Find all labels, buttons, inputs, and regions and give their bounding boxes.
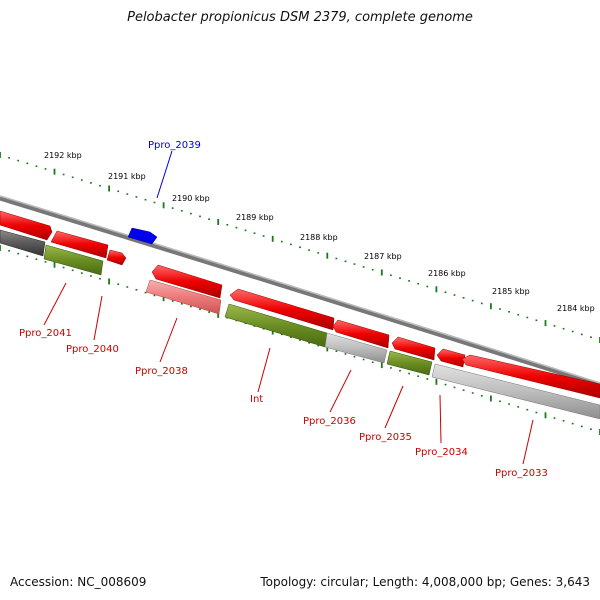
gene-label-ppro-2039[interactable]: Ppro_2039 (148, 140, 201, 151)
gene-feature-red[interactable] (229, 288, 335, 331)
gene-label-ppro-2041[interactable]: Ppro_2041 (19, 328, 72, 339)
scale-label-2189: 2189 kbp (236, 213, 274, 222)
scale-label-2185: 2185 kbp (492, 287, 530, 296)
gene-feature-dark[interactable] (0, 229, 46, 257)
scale-label-2184: 2184 kbp (557, 304, 595, 313)
gene-callouts (43, 150, 534, 465)
gene-feature-red[interactable] (106, 249, 127, 266)
scale-label-2190: 2190 kbp (172, 194, 210, 203)
callout-line-ppro-2039 (156, 150, 173, 199)
scale-label-2186: 2186 kbp (428, 269, 466, 278)
gene-label-int[interactable]: Int (250, 394, 263, 405)
scale-label-2188: 2188 kbp (300, 233, 338, 242)
scale-labels: 2192 kbp 2191 kbp 2190 kbp 2189 kbp 2188… (44, 151, 595, 313)
callout-line-ppro-2036 (329, 369, 352, 413)
gene-feature-red[interactable] (436, 348, 466, 368)
upper-scale-ticks (0, 152, 600, 343)
callout-line-ppro-2035 (384, 385, 404, 429)
gene-feature-ppro-2033[interactable] (431, 363, 600, 420)
forward-strand-track (0, 210, 600, 399)
lower-scale-ticks (0, 245, 600, 435)
gene-feature-red[interactable] (0, 210, 53, 241)
map-title: Pelobacter propionicus DSM 2379, complet… (127, 10, 473, 25)
gene-label-ppro-2038[interactable]: Ppro_2038 (135, 366, 188, 377)
genome-backbone (0, 195, 600, 388)
gene-label-ppro-2036[interactable]: Ppro_2036 (303, 416, 356, 427)
genome-summary: Topology: circular; Length: 4,008,000 bp… (260, 575, 590, 589)
gene-feature-red[interactable] (391, 336, 436, 361)
gene-feature-red[interactable] (151, 264, 223, 299)
gene-feature-ppro-2036[interactable] (324, 332, 388, 364)
gene-feature-ppro-2040[interactable] (43, 244, 104, 276)
accession-label: Accession: NC_008609 (10, 575, 147, 589)
gene-feature-red[interactable] (461, 354, 600, 399)
callout-line-int (257, 347, 271, 393)
gene-feature-red[interactable] (332, 319, 390, 349)
callout-line-ppro-2041 (43, 282, 67, 326)
gene-label-ppro-2033[interactable]: Ppro_2033 (495, 468, 548, 479)
scale-label-2191: 2191 kbp (108, 172, 146, 181)
scale-label-2192: 2192 kbp (44, 151, 82, 160)
gene-label-ppro-2034[interactable]: Ppro_2034 (415, 447, 468, 458)
gene-feature-ppro-2038[interactable] (145, 279, 222, 315)
gene-label-ppro-2040[interactable]: Ppro_2040 (66, 344, 119, 355)
scale-label-2187: 2187 kbp (364, 252, 402, 261)
callout-line-ppro-2038 (159, 317, 178, 363)
callout-line-ppro-2034 (439, 394, 442, 444)
gene-label-ppro-2035[interactable]: Ppro_2035 (359, 432, 412, 443)
gene-feature-ppro-2039[interactable] (127, 227, 158, 245)
gene-labels: Ppro_2039 Ppro_2041 Ppro_2040 Ppro_2038 … (19, 140, 548, 479)
callout-line-ppro-2033 (522, 419, 534, 465)
reverse-strand-track (0, 229, 600, 420)
gene-feature-ppro-2035[interactable] (386, 350, 433, 376)
genome-backbone-highlight (0, 195, 600, 384)
gene-feature-red[interactable] (50, 230, 109, 259)
callout-line-ppro-2040 (93, 295, 103, 341)
